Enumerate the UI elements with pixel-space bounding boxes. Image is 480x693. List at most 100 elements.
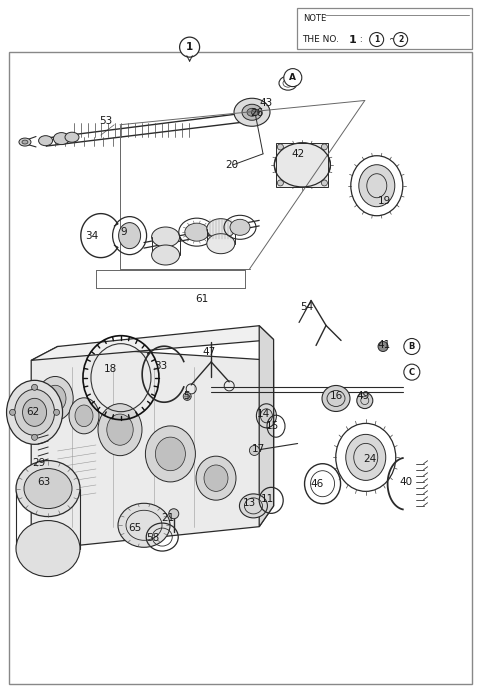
Text: 5: 5 xyxy=(183,392,190,401)
Bar xyxy=(297,8,472,49)
Text: 17: 17 xyxy=(252,444,265,454)
Ellipse shape xyxy=(23,398,47,426)
Text: 47: 47 xyxy=(202,347,216,357)
Text: 21: 21 xyxy=(161,514,175,523)
Ellipse shape xyxy=(196,456,236,500)
Ellipse shape xyxy=(185,223,209,241)
Text: 41: 41 xyxy=(377,340,391,350)
Text: 58: 58 xyxy=(146,533,159,543)
Ellipse shape xyxy=(247,108,257,116)
Text: 65: 65 xyxy=(129,523,142,533)
Circle shape xyxy=(250,446,259,455)
Circle shape xyxy=(183,392,191,401)
Ellipse shape xyxy=(230,219,250,236)
Circle shape xyxy=(404,338,420,355)
Ellipse shape xyxy=(322,385,350,412)
Text: 42: 42 xyxy=(291,149,304,159)
Text: 43: 43 xyxy=(260,98,273,107)
Ellipse shape xyxy=(16,461,80,516)
Text: 14: 14 xyxy=(256,410,270,419)
Ellipse shape xyxy=(207,234,235,254)
Circle shape xyxy=(284,69,302,87)
Ellipse shape xyxy=(16,520,80,577)
Text: 9: 9 xyxy=(120,227,127,237)
Ellipse shape xyxy=(234,98,270,126)
Text: 24: 24 xyxy=(363,454,376,464)
Ellipse shape xyxy=(37,376,73,421)
Text: 1: 1 xyxy=(374,35,379,44)
Text: 16: 16 xyxy=(329,392,343,401)
Text: C: C xyxy=(409,368,415,376)
Polygon shape xyxy=(259,326,274,527)
Text: ~: ~ xyxy=(389,35,397,44)
Circle shape xyxy=(277,144,283,150)
Ellipse shape xyxy=(145,426,195,482)
Text: 1: 1 xyxy=(186,42,193,52)
Circle shape xyxy=(54,410,60,415)
Ellipse shape xyxy=(45,385,66,412)
Circle shape xyxy=(322,144,327,150)
Circle shape xyxy=(10,410,15,415)
Text: A: A xyxy=(289,73,296,82)
Text: 15: 15 xyxy=(266,421,279,430)
Text: 40: 40 xyxy=(399,477,412,486)
Circle shape xyxy=(378,342,388,351)
Text: 11: 11 xyxy=(261,494,275,504)
Circle shape xyxy=(404,364,420,380)
Ellipse shape xyxy=(14,389,55,435)
Text: 49: 49 xyxy=(356,392,370,401)
Ellipse shape xyxy=(207,219,235,238)
Ellipse shape xyxy=(53,132,70,145)
Ellipse shape xyxy=(119,222,141,249)
Ellipse shape xyxy=(38,136,53,146)
Text: B: B xyxy=(408,342,415,351)
Text: 53: 53 xyxy=(99,116,112,126)
Text: 54: 54 xyxy=(300,302,314,312)
Ellipse shape xyxy=(19,138,31,146)
Ellipse shape xyxy=(261,409,273,423)
Ellipse shape xyxy=(282,149,323,181)
Ellipse shape xyxy=(22,140,28,144)
Circle shape xyxy=(277,180,283,186)
Text: 1: 1 xyxy=(348,35,356,44)
Text: :: : xyxy=(357,35,365,44)
Ellipse shape xyxy=(118,503,170,547)
Ellipse shape xyxy=(98,403,142,456)
Text: 26: 26 xyxy=(250,108,264,118)
Circle shape xyxy=(370,33,384,46)
Ellipse shape xyxy=(204,465,228,491)
Ellipse shape xyxy=(242,104,262,121)
Ellipse shape xyxy=(346,435,386,480)
Circle shape xyxy=(32,385,37,390)
Circle shape xyxy=(180,37,200,57)
Ellipse shape xyxy=(75,405,93,427)
Ellipse shape xyxy=(152,227,180,247)
Ellipse shape xyxy=(156,437,185,471)
Ellipse shape xyxy=(24,468,72,509)
Text: 62: 62 xyxy=(26,407,39,417)
Circle shape xyxy=(394,33,408,46)
Ellipse shape xyxy=(69,398,99,434)
Text: 34: 34 xyxy=(85,231,99,240)
Text: NOTE: NOTE xyxy=(302,15,326,24)
Circle shape xyxy=(169,509,179,519)
Circle shape xyxy=(357,392,373,409)
Text: 63: 63 xyxy=(37,477,51,486)
Circle shape xyxy=(322,180,327,186)
Ellipse shape xyxy=(65,132,79,142)
Text: 20: 20 xyxy=(225,160,238,170)
Ellipse shape xyxy=(252,109,259,115)
Ellipse shape xyxy=(240,494,267,518)
Polygon shape xyxy=(31,326,274,360)
Text: 2: 2 xyxy=(398,35,403,44)
Text: THE NO.: THE NO. xyxy=(301,35,341,44)
Ellipse shape xyxy=(359,165,395,207)
Text: 61: 61 xyxy=(195,295,208,304)
Circle shape xyxy=(32,435,37,440)
Ellipse shape xyxy=(7,380,62,444)
Polygon shape xyxy=(31,346,274,547)
Bar xyxy=(276,143,328,187)
Text: 18: 18 xyxy=(104,364,117,374)
Text: 19: 19 xyxy=(377,196,391,206)
Text: 29: 29 xyxy=(33,458,46,468)
